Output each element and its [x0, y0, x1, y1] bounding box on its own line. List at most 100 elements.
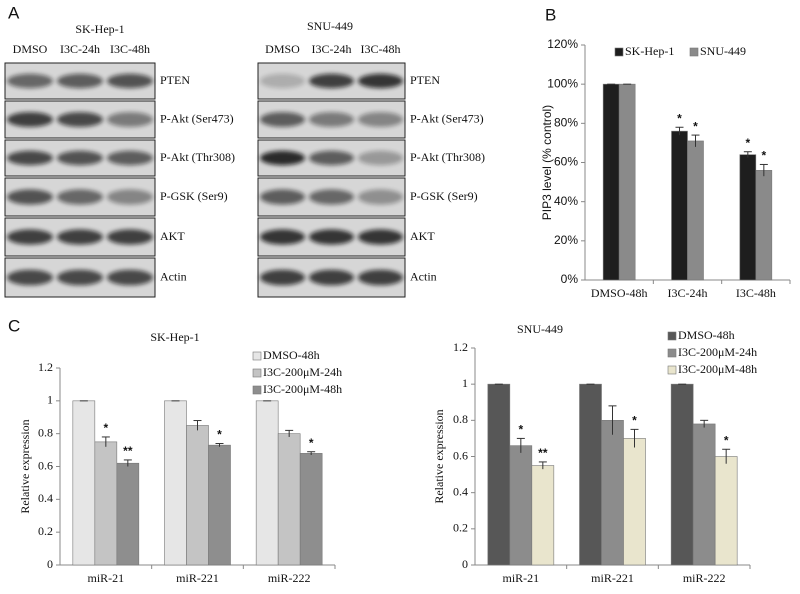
significance-mark: * [693, 119, 698, 133]
x-tick-label: miR-222 [268, 571, 311, 585]
bar [94, 441, 118, 566]
blot-title: SNU-449 [307, 19, 353, 33]
lane-label: DMSO [13, 42, 48, 56]
lane-label: I3C-48h [110, 42, 150, 56]
y-tick-label: 0.2 [38, 524, 53, 538]
y-tick-label: 0.8 [453, 412, 468, 426]
y-tick-label: 0.6 [38, 458, 53, 472]
y-axis-label: Relative expression [432, 409, 446, 503]
legend-label: SNU-449 [700, 44, 746, 58]
bar [509, 445, 533, 566]
row-label: PTEN [160, 73, 190, 87]
row-label: P-Akt (Ser473) [410, 111, 484, 125]
blot-band [308, 229, 355, 245]
significance-mark: * [761, 149, 766, 163]
bar [255, 400, 279, 566]
bar [755, 170, 773, 281]
bar [487, 383, 511, 566]
chart-title: SK-Hep-1 [150, 330, 199, 344]
lane-label: DMSO [265, 42, 300, 56]
blot-title: SK-Hep-1 [75, 22, 124, 36]
error-bar [516, 437, 525, 453]
row-label: AKT [160, 229, 185, 243]
y-tick-label: 80% [554, 116, 578, 130]
lane-label: I3C-48h [361, 42, 401, 56]
error-bar [743, 151, 752, 158]
blot-band [357, 73, 404, 89]
row-label: P-GSK (Ser9) [160, 189, 228, 203]
blot-band [7, 229, 53, 245]
y-tick-label: 0.4 [453, 484, 468, 498]
error-bar [700, 419, 709, 428]
blot-band [357, 189, 404, 205]
row-label: P-GSK (Ser9) [410, 189, 478, 203]
y-tick-label: 0.6 [453, 448, 468, 462]
blot-band [57, 189, 103, 205]
bar [277, 433, 301, 566]
legend-swatch [667, 365, 677, 375]
x-tick-label: miR-222 [683, 571, 726, 585]
y-tick-label: 1 [47, 393, 53, 407]
blot-band [259, 229, 306, 245]
y-tick-label: 0% [561, 272, 579, 286]
bar [623, 438, 646, 566]
blot-band [308, 112, 355, 127]
error-bar [608, 405, 617, 435]
error-bar [307, 451, 316, 456]
row-label: Actin [160, 269, 187, 283]
legend-swatch [667, 331, 677, 341]
legend-label: I3C-200μM-24h [263, 365, 342, 379]
y-tick-label: 0 [47, 557, 53, 571]
error-bar [123, 459, 132, 467]
legend-swatch [689, 47, 699, 57]
legend-label: DMSO-48h [263, 348, 320, 362]
bar [687, 140, 704, 281]
legend-swatch [614, 47, 624, 57]
bar [299, 453, 323, 566]
legend-swatch [252, 368, 262, 378]
bar [531, 465, 555, 566]
blot-band [57, 229, 103, 245]
x-tick-label: I3C-24h [668, 286, 708, 300]
blot-band [57, 112, 103, 127]
row-label: P-Akt (Thr308) [410, 150, 485, 164]
legend-label: SK-Hep-1 [625, 44, 674, 58]
error-bar [630, 428, 639, 448]
blot-band [357, 269, 404, 286]
error-bar [675, 126, 684, 136]
error-bar [215, 443, 224, 447]
y-tick-label: 120% [547, 37, 578, 51]
blot-band [259, 73, 306, 89]
legend-label: DMSO-48h [678, 328, 735, 342]
blot-band [357, 112, 404, 127]
error-bar [285, 429, 294, 437]
bar [186, 425, 209, 566]
chart-title: SNU-449 [517, 322, 563, 336]
blot-band [107, 150, 153, 166]
y-tick-label: 0.8 [38, 425, 53, 439]
blot-band [308, 189, 355, 205]
y-axis-label: Relative expression [18, 419, 32, 513]
blot-band [107, 269, 153, 286]
bar [671, 130, 688, 281]
significance-mark: ** [123, 444, 133, 458]
error-bar [193, 420, 202, 431]
blot-band [107, 229, 153, 245]
blot-band [259, 269, 306, 286]
bar [739, 154, 757, 281]
blot-band [308, 150, 355, 166]
error-bar [538, 461, 547, 470]
blot-band [259, 189, 306, 205]
y-tick-label: 60% [554, 155, 578, 169]
significance-mark: * [632, 414, 637, 428]
blot-band [357, 229, 404, 245]
row-label: Actin [410, 269, 437, 283]
blot-band [57, 150, 103, 166]
legend-swatch [252, 385, 262, 395]
bar [714, 456, 738, 566]
bar [601, 420, 624, 566]
y-tick-label: 0.4 [38, 491, 53, 505]
error-bar [759, 163, 768, 177]
legend-swatch [667, 348, 677, 358]
panel-label: B [545, 5, 556, 24]
